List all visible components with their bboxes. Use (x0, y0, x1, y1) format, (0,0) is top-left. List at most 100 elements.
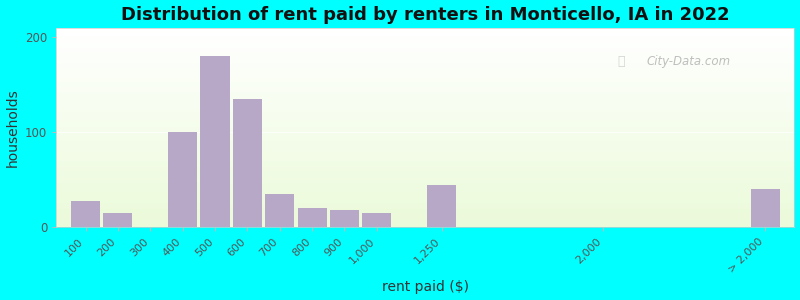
Bar (56, 100, 794, 101)
Bar (56, 86, 794, 87)
Bar (56, 193, 794, 194)
Bar (56, 115, 794, 116)
Bar (56, 214, 794, 215)
Bar (71, 201, 100, 227)
Bar (56, 114, 794, 115)
Bar (56, 212, 794, 213)
Bar (56, 185, 794, 187)
Bar (56, 111, 794, 112)
Bar (56, 67, 794, 68)
Bar (56, 219, 794, 220)
Bar (298, 208, 326, 227)
Bar (56, 112, 794, 113)
Bar (56, 129, 794, 130)
Bar (56, 31, 794, 32)
Bar (56, 157, 794, 158)
Bar (56, 82, 794, 83)
Bar (56, 124, 794, 125)
Bar (56, 190, 794, 191)
Bar (56, 178, 794, 179)
Bar (56, 164, 794, 165)
Bar (56, 29, 794, 30)
Text: 🌐: 🌐 (618, 55, 625, 68)
Bar (56, 150, 794, 151)
Bar (427, 185, 456, 227)
Bar (56, 156, 794, 157)
Bar (56, 56, 794, 57)
Bar (56, 139, 794, 140)
Bar (56, 74, 794, 75)
Bar (56, 175, 794, 176)
Bar (56, 61, 794, 62)
Bar (56, 35, 794, 36)
Bar (56, 176, 794, 178)
Bar (56, 28, 794, 29)
Bar (56, 103, 794, 104)
Bar (56, 206, 794, 208)
Bar (56, 52, 794, 53)
Bar (56, 158, 794, 159)
Bar (56, 144, 794, 145)
Bar (56, 49, 794, 50)
Bar (56, 154, 794, 156)
Bar (56, 208, 794, 209)
Bar (56, 81, 794, 82)
Bar (56, 51, 794, 52)
Bar (56, 130, 794, 132)
Bar (56, 132, 794, 133)
Bar (56, 224, 794, 225)
Bar (56, 141, 794, 142)
Bar (56, 106, 794, 107)
Bar (56, 128, 794, 129)
Bar (56, 117, 794, 118)
Bar (56, 148, 794, 150)
Bar (56, 72, 794, 73)
Bar (56, 169, 794, 170)
Bar (56, 125, 794, 126)
Bar (56, 88, 794, 89)
Bar (330, 210, 359, 227)
Bar (168, 132, 198, 227)
Bar (56, 43, 794, 44)
Bar (56, 162, 794, 163)
Bar (56, 216, 794, 217)
Bar (56, 75, 794, 76)
Bar (750, 189, 780, 227)
Bar (56, 80, 794, 81)
Bar (56, 96, 794, 97)
Bar (56, 69, 794, 70)
Bar (56, 62, 794, 63)
Bar (56, 121, 794, 122)
Bar (56, 126, 794, 127)
Bar (56, 160, 794, 161)
Bar (56, 168, 794, 169)
Bar (56, 179, 794, 181)
Bar (56, 166, 794, 167)
Bar (56, 87, 794, 88)
Bar (56, 167, 794, 168)
Bar (56, 39, 794, 40)
Bar (56, 89, 794, 90)
Bar (56, 41, 794, 42)
Bar (56, 95, 794, 96)
Bar (56, 181, 794, 182)
Bar (56, 169, 794, 170)
Bar (56, 203, 794, 205)
Bar (56, 60, 794, 61)
Bar (56, 66, 794, 67)
Bar (56, 165, 794, 166)
Bar (56, 40, 794, 41)
Bar (56, 109, 794, 110)
Bar (56, 79, 794, 80)
Bar (56, 209, 794, 211)
Bar (56, 225, 794, 226)
Bar (56, 173, 794, 175)
Bar (56, 205, 794, 206)
Y-axis label: households: households (6, 88, 19, 167)
Bar (56, 54, 794, 55)
Bar (56, 221, 794, 222)
Bar (56, 102, 794, 103)
Bar (56, 145, 794, 146)
Bar (56, 184, 794, 185)
Bar (56, 159, 794, 160)
